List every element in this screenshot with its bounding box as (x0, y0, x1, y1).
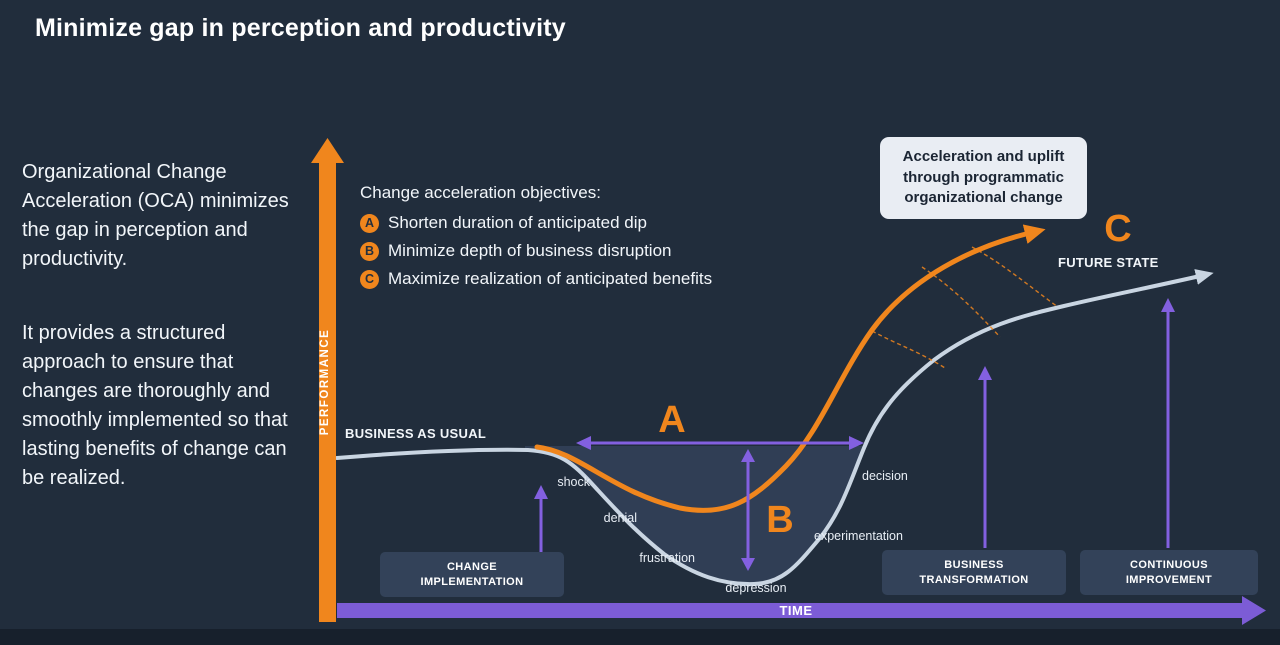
stage-label-decision: decision (862, 469, 908, 483)
objective-label-a: Shorten duration of anticipated dip (388, 213, 647, 232)
phase-box-change-implementation: CHANGE IMPLEMENTATION (380, 552, 564, 597)
objective-label-c: Maximize realization of anticipated bene… (388, 269, 713, 288)
stage-label-experimentation: experimentation (814, 529, 903, 543)
phase-arrows (534, 298, 1175, 552)
objective-item-a: A Shorten duration of anticipated dip (360, 213, 712, 233)
acceleration-connector-dashes (871, 246, 1059, 369)
marker-b: B (766, 499, 793, 541)
left-panel-paragraph-1: Organizational Change Acceleration (OCA)… (22, 161, 289, 270)
performance-axis-label: PERFORMANCE (319, 329, 331, 436)
stage-label-frustration: frustration (639, 551, 695, 565)
objective-item-b: B Minimize depth of business disruption (360, 241, 712, 261)
objective-badge-c: C (360, 269, 379, 289)
marker-a: A (658, 399, 685, 441)
accelerated-performance-curve (534, 224, 1046, 513)
time-axis: TIME (337, 596, 1266, 625)
objective-badge-b: B (360, 241, 379, 261)
objectives-list: Change acceleration objectives: A Shorte… (360, 183, 712, 297)
phase-label: CONTINUOUS IMPROVEMENT (1125, 558, 1213, 586)
acceleration-callout-text: Acceleration and uplift through programm… (902, 148, 1065, 207)
objectives-heading: Change acceleration objectives: (360, 183, 601, 202)
time-axis-label: TIME (779, 603, 812, 618)
time-axis-arrow (1242, 596, 1266, 625)
left-panel-paragraph-2: It provides a structured approach to ens… (22, 322, 288, 489)
objective-badge-a: A (360, 213, 379, 233)
acceleration-callout: Acceleration and uplift through programm… (880, 137, 1087, 219)
stage-label-denial: denial (604, 511, 637, 525)
stage-label-depression: depression (725, 581, 786, 595)
phase-box-continuous-improvement: CONTINUOUS IMPROVEMENT (1080, 550, 1258, 595)
performance-axis: PERFORMANCE (311, 138, 344, 622)
baseline-performance-curve (335, 269, 1214, 587)
gap-depth-arrow-b (741, 449, 755, 571)
phase-label: BUSINESS TRANSFORMATION (919, 558, 1029, 586)
page-title: Minimize gap in perception and productiv… (35, 14, 566, 42)
marker-c: C (1104, 208, 1131, 250)
stage-label-shock: shock (557, 475, 590, 489)
business-as-usual-label: BUSINESS AS USUAL (345, 426, 486, 441)
left-panel: Organizational Change Acceleration (OCA)… (22, 158, 308, 493)
future-state-label: FUTURE STATE (1058, 255, 1159, 270)
gap-duration-arrow-a (576, 436, 864, 450)
objective-item-c: C Maximize realization of anticipated be… (360, 269, 712, 289)
bottom-strip (0, 629, 1280, 645)
performance-axis-arrow (311, 138, 344, 163)
phase-label: CHANGE IMPLEMENTATION (420, 560, 524, 588)
objective-label-b: Minimize depth of business disruption (388, 241, 672, 260)
phase-box-business-transformation: BUSINESS TRANSFORMATION (882, 550, 1066, 595)
